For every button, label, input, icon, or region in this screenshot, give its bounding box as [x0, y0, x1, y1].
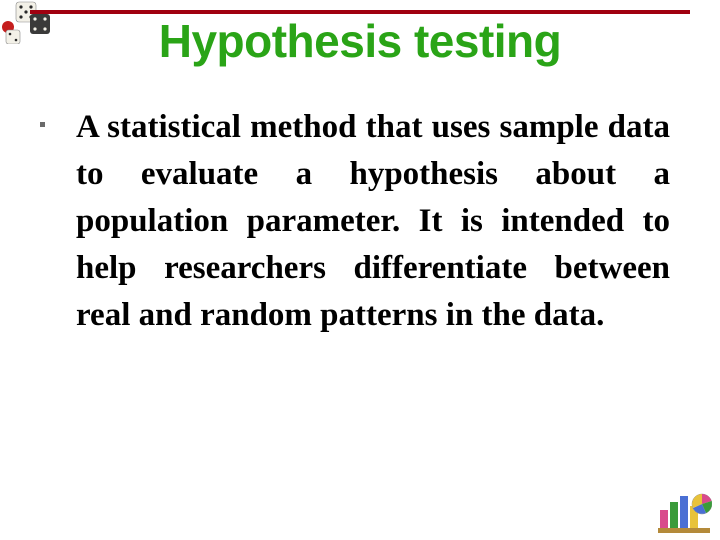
slide-title: Hypothesis testing [40, 14, 680, 68]
slide-body: A statistical method that uses sample da… [58, 104, 680, 339]
title-rule [30, 10, 690, 14]
dice-icon [0, 0, 54, 44]
body-block: A statistical method that uses sample da… [40, 104, 680, 339]
bullet-icon [40, 122, 45, 127]
chart-icon [656, 488, 712, 534]
slide: Hypothesis testing A statistical method … [0, 0, 720, 540]
